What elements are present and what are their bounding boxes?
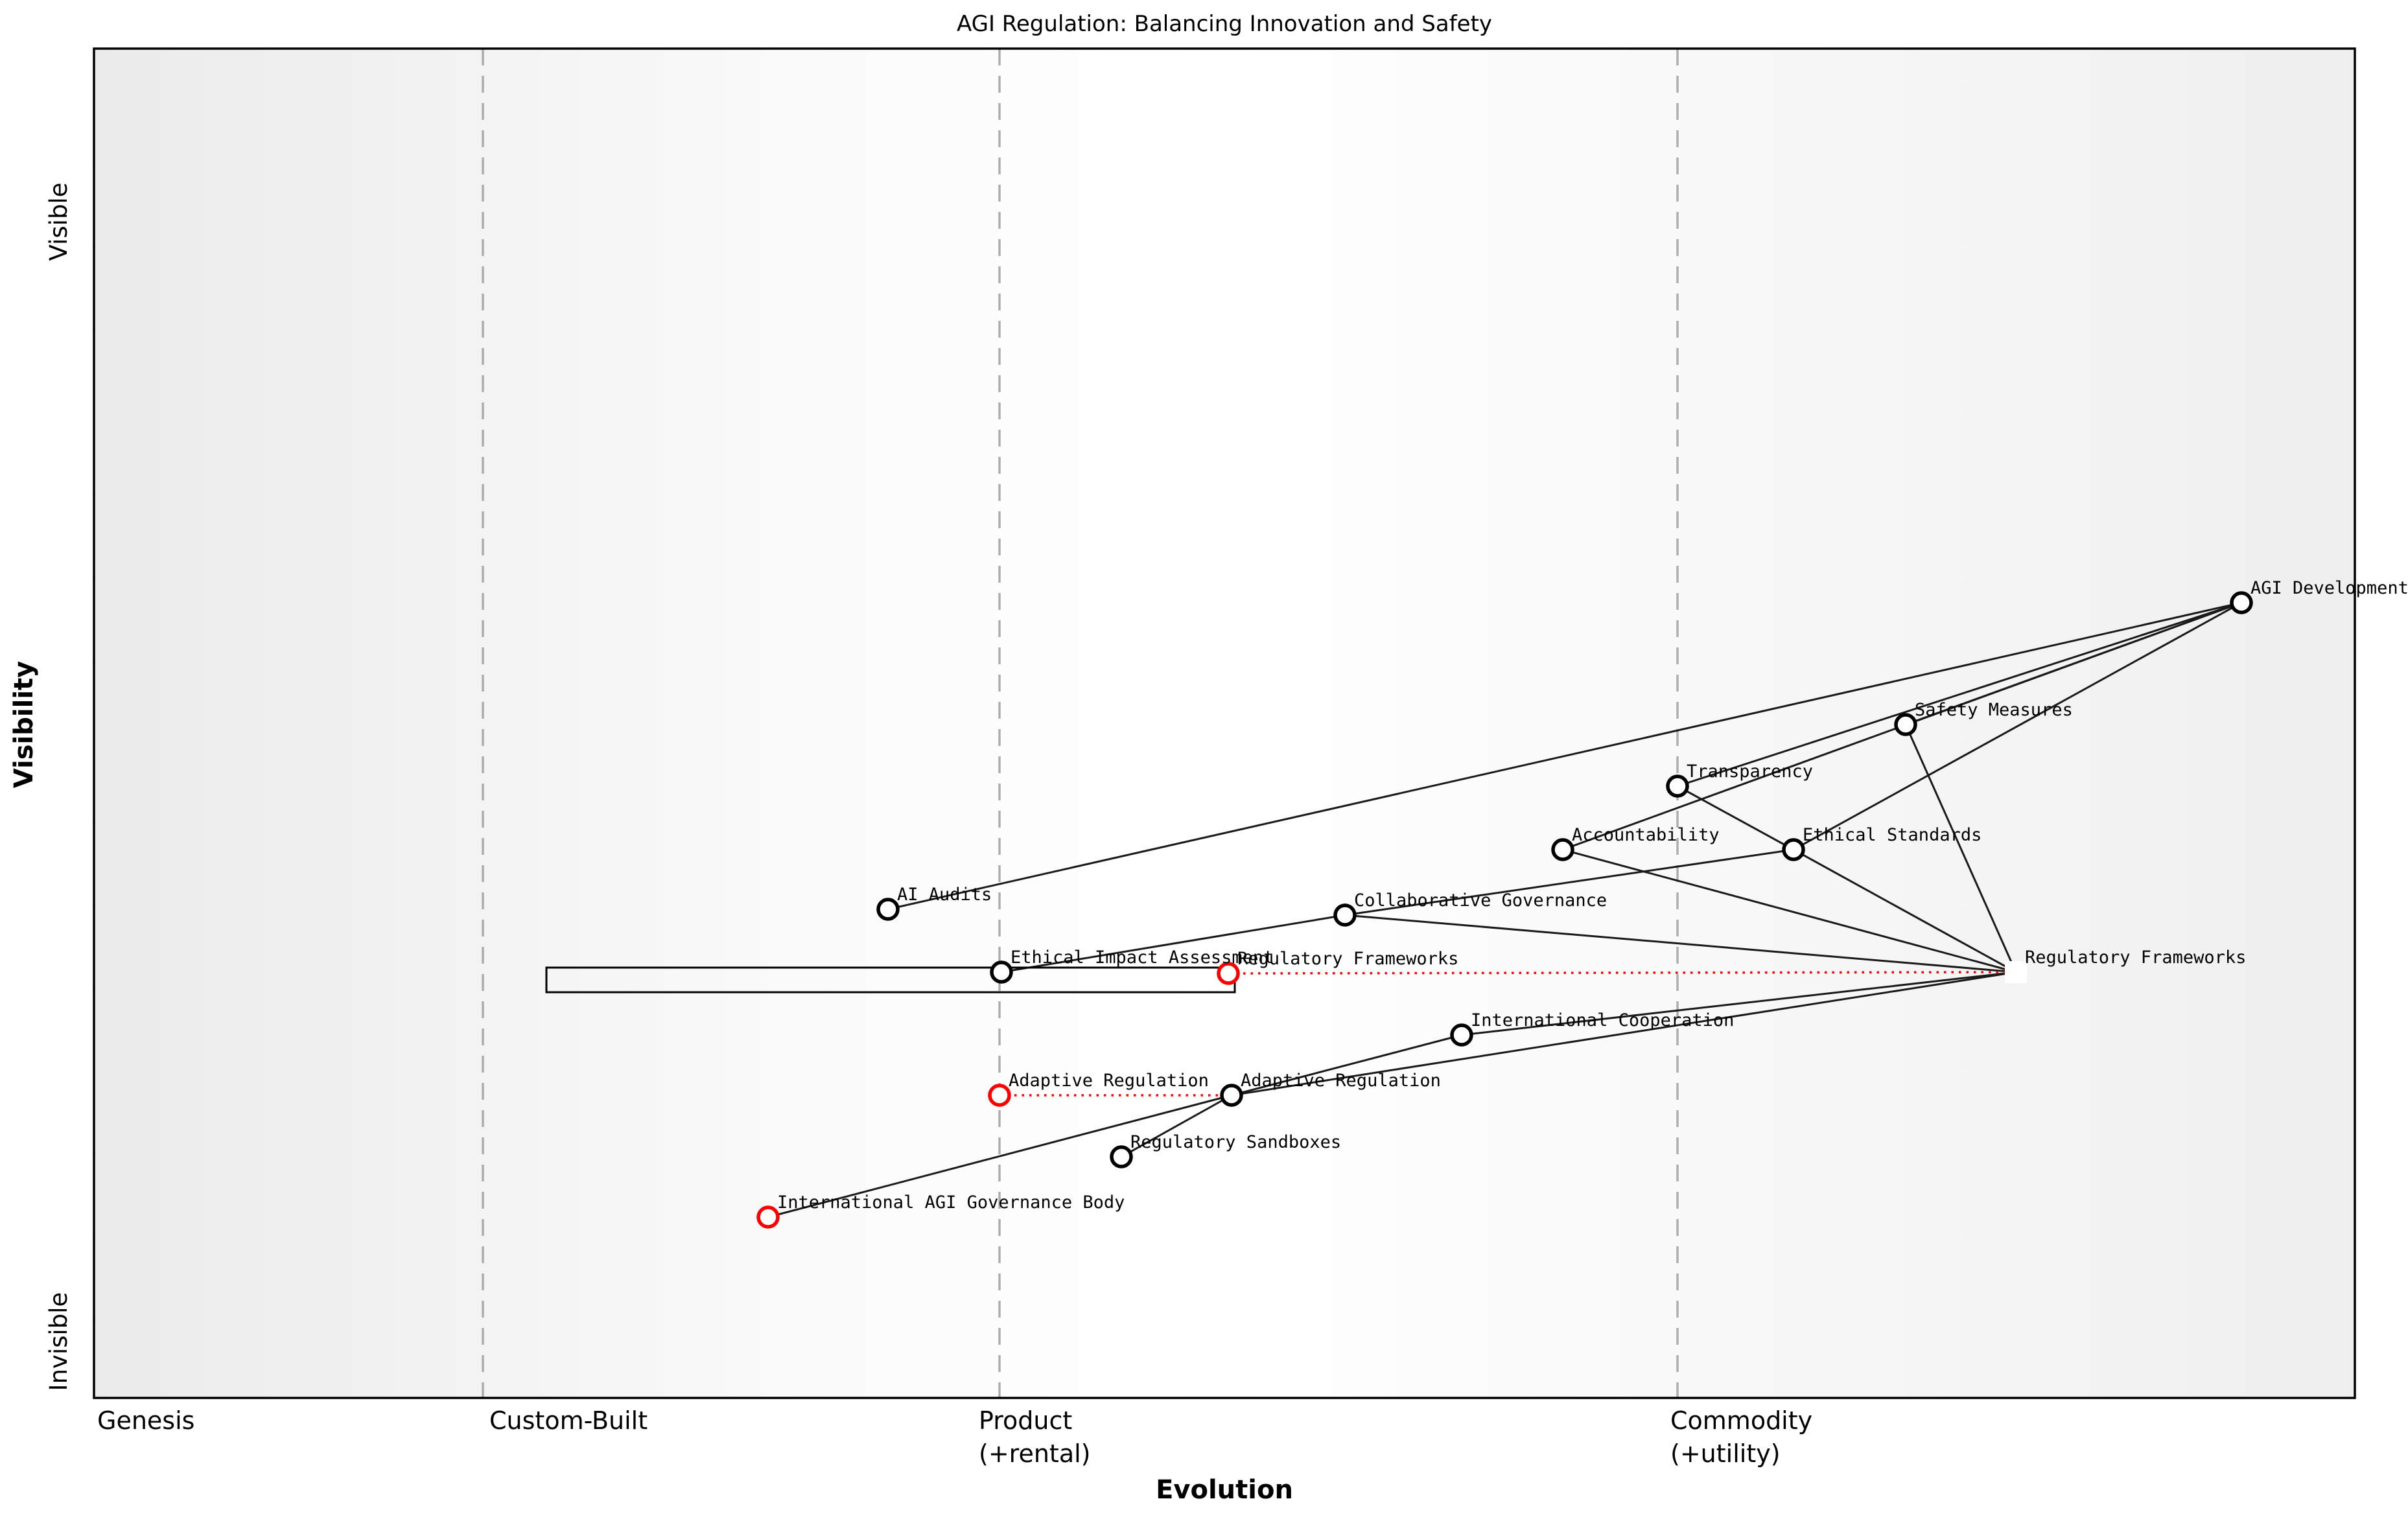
edge-collaborative-governance--ethical-standards bbox=[1344, 848, 1794, 916]
label-ethical-standards: Ethical Standards bbox=[1803, 825, 1981, 845]
x-axis-label-evolution: Evolution bbox=[1156, 1475, 1293, 1505]
label-adaptive-regulation-current: Adaptive Regulation bbox=[1009, 1071, 1209, 1091]
node-ai-audits bbox=[876, 898, 900, 921]
node-regulatory-sandboxes bbox=[1110, 1145, 1133, 1168]
edge-international-cooperation--regulatory-frameworks-target bbox=[1461, 971, 2016, 1036]
label-regulatory-frameworks-target: Regulatory Frameworks bbox=[2025, 948, 2246, 968]
edge-agi-development--ai-audits bbox=[887, 601, 2242, 911]
edge-agi-development--ethical-standards bbox=[1793, 601, 2242, 851]
edge-adaptive-regulation-target--international-cooperation bbox=[1231, 1034, 1462, 1097]
y-axis-label-visibility: Visibility bbox=[9, 661, 39, 788]
node-safety-measures bbox=[1894, 713, 1917, 736]
edge-safety-measures--regulatory-frameworks-target bbox=[1904, 724, 2017, 973]
plot-border bbox=[93, 47, 2356, 1399]
label-transparency: Transparency bbox=[1687, 761, 1813, 782]
y-axis-tick-invisible: Invisible bbox=[45, 1292, 73, 1391]
node-accountability bbox=[1551, 838, 1574, 861]
node-collaborative-governance bbox=[1333, 903, 1357, 927]
y-axis-tick-visible: Visible bbox=[45, 183, 73, 261]
node-ethical-standards bbox=[1782, 838, 1805, 861]
node-agi-development bbox=[2230, 591, 2253, 614]
node-ethical-impact-assessment bbox=[990, 960, 1013, 984]
label-international-agi-governance-body: International AGI Governance Body bbox=[777, 1192, 1125, 1213]
node-regulatory-frameworks-current bbox=[1217, 962, 1240, 985]
movement-arrows-layer bbox=[999, 971, 2016, 1097]
edge-international-agi-governance-body--adaptive-regulation-target bbox=[767, 1094, 1232, 1218]
plot-area bbox=[94, 49, 2355, 1398]
x-axis-stage-label-line2: (+utility) bbox=[1670, 1439, 1781, 1468]
label-regulatory-sandboxes: Regulatory Sandboxes bbox=[1130, 1132, 1341, 1152]
node-regulatory-frameworks-target bbox=[2005, 961, 2027, 983]
edge-regulatory-sandboxes--adaptive-regulation-target bbox=[1121, 1094, 1232, 1158]
node-adaptive-regulation-target bbox=[1220, 1084, 1243, 1107]
nodes-layer bbox=[756, 591, 2253, 1229]
label-accountability: Accountability bbox=[1572, 825, 1720, 845]
label-ai-audits: AI Audits bbox=[897, 885, 992, 905]
edge-ethical-impact-assessment--collaborative-governance bbox=[1001, 914, 1346, 973]
node-international-agi-governance-body bbox=[756, 1205, 780, 1229]
x-axis-stage-label: Commodity bbox=[1670, 1406, 1812, 1435]
evolution-stage-labels: Genesis Custom-Built Product (+rental) Commo… bbox=[97, 1406, 1812, 1468]
x-axis-stage-label: Product bbox=[979, 1406, 1072, 1435]
label-collaborative-governance: Collaborative Governance bbox=[1354, 890, 1607, 911]
chart-title: AGI Regulation: Balancing Innovation and… bbox=[957, 11, 1492, 37]
x-axis-stage-label: Genesis bbox=[97, 1406, 194, 1435]
edge-transparency--ethical-standards bbox=[1677, 785, 1794, 851]
movement-arrow-regulatory-frameworks-current bbox=[1228, 971, 2016, 975]
edge-ethical-standards--regulatory-frameworks-target bbox=[1793, 848, 2016, 973]
label-safety-measures: Safety Measures bbox=[1915, 700, 2073, 720]
label-ethical-impact-assessment: Ethical Impact Assessment bbox=[1011, 948, 1274, 968]
evolution-gridlines-layer bbox=[482, 49, 1679, 1398]
label-agi-development: AGI Development bbox=[2250, 578, 2408, 598]
label-regulatory-frameworks-current: Regulatory Frameworks bbox=[1237, 949, 1458, 969]
node-international-cooperation bbox=[1450, 1023, 1473, 1047]
x-axis-stage-label-line2: (+rental) bbox=[979, 1439, 1090, 1468]
label-international-cooperation: International Cooperation bbox=[1471, 1010, 1734, 1030]
label-adaptive-regulation-target: Adaptive Regulation bbox=[1241, 1071, 1441, 1091]
node-labels-layer: AGI Development Safety Measures Transparen… bbox=[777, 578, 2408, 1213]
edge-collaborative-governance--regulatory-frameworks-target bbox=[1344, 914, 2016, 973]
edge-accountability--regulatory-frameworks-target bbox=[1562, 848, 2016, 973]
edges-layer bbox=[767, 601, 2242, 1218]
edge-agi-development--transparency bbox=[1677, 601, 2242, 787]
x-axis-stage-label: Custom-Built bbox=[489, 1406, 648, 1435]
edge-adaptive-regulation-target--regulatory-frameworks-target bbox=[1231, 971, 2016, 1097]
node-transparency bbox=[1666, 774, 1689, 798]
node-adaptive-regulation-current bbox=[988, 1084, 1011, 1107]
